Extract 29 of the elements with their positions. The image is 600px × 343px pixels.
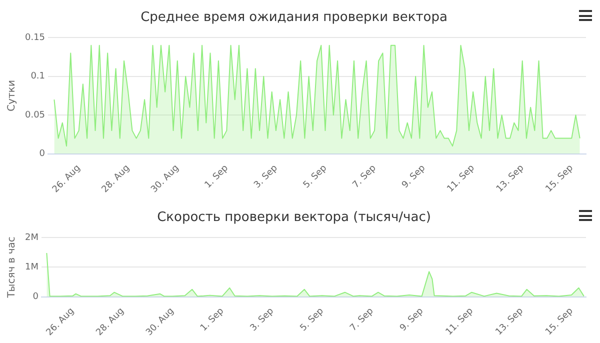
x-tick-label: 3. Sep xyxy=(252,163,280,190)
x-tick-label: 11. Sep xyxy=(446,163,478,195)
x-tick-label: 7. Sep xyxy=(351,163,378,190)
y-tick-label: 1M xyxy=(24,262,38,273)
y-tick-label: 0 xyxy=(32,292,39,302)
x-tick-label: 15. Sep xyxy=(544,163,576,195)
x-tick-label: 9. Sep xyxy=(400,163,428,190)
x-tick-label: 1. Sep xyxy=(203,163,231,190)
y-tick-label: 0 xyxy=(39,149,46,160)
x-tick-label: 26. Aug xyxy=(44,306,76,338)
x-tick-label: 13. Sep xyxy=(494,163,526,195)
x-tick-label: 15. Sep xyxy=(544,306,576,338)
x-tick-label: 5. Sep xyxy=(298,306,326,334)
y-tick-label: 0.05 xyxy=(24,110,46,120)
y-tick-label: 2M xyxy=(24,232,38,243)
x-tick-label: 9. Sep xyxy=(398,306,426,334)
x-tick-label: 11. Sep xyxy=(444,306,476,338)
x-tick-label: 3. Sep xyxy=(248,306,276,334)
chart-title: Скорость проверки вектора (тысяч/час) xyxy=(157,210,431,226)
x-tick-label: 1. Sep xyxy=(198,306,226,334)
y-tick-label: 0.15 xyxy=(24,32,46,43)
x-tick-label: 5. Sep xyxy=(302,163,330,190)
x-tick-label: 28. Aug xyxy=(100,163,132,195)
y-axis-title: Сутки xyxy=(6,80,18,112)
x-tick-label: 13. Sep xyxy=(494,306,526,338)
y-tick-label: 0.1 xyxy=(30,72,46,82)
y-axis-title: Тысяч в час xyxy=(6,236,18,299)
chart-title: Среднее время ожидания проверки вектора xyxy=(140,10,448,26)
x-tick-label: 7. Sep xyxy=(348,306,376,334)
